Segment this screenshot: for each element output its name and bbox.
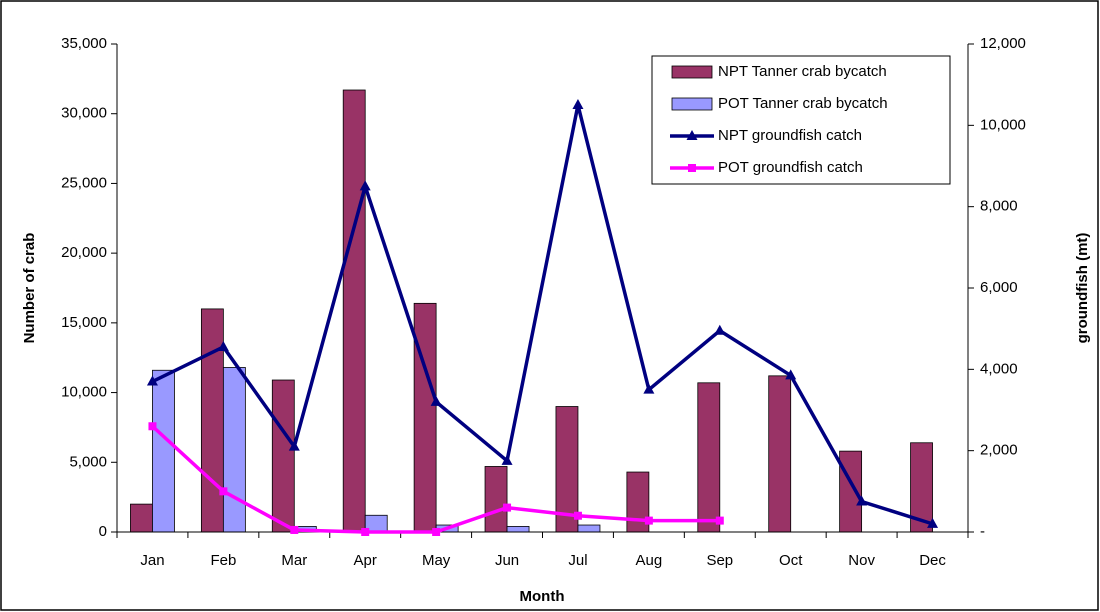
y2-axis-title: groundfish (mt) <box>1074 233 1091 344</box>
line-marker <box>856 495 868 506</box>
line-marker <box>573 511 582 520</box>
legend-marker <box>688 164 696 172</box>
bar <box>271 379 295 533</box>
bar <box>577 524 601 533</box>
y-tick-label: 0 <box>99 523 107 540</box>
line-marker <box>359 180 371 191</box>
x-axis-title: Month <box>520 588 565 605</box>
y2-tick-label: 4,000 <box>980 360 1018 377</box>
line-marker <box>432 528 441 536</box>
bar <box>484 466 508 533</box>
bar <box>839 450 863 533</box>
x-tick-label: Jun <box>495 552 519 569</box>
line-marker <box>219 487 228 496</box>
line <box>151 104 934 526</box>
line-marker <box>217 340 229 351</box>
y-tick-label: 25,000 <box>61 174 107 191</box>
y-tick-label: 15,000 <box>61 314 107 331</box>
y-axis-title: Number of crab <box>21 233 38 344</box>
line-marker <box>503 503 512 512</box>
legend-label: NPT Tanner crab bycatch <box>718 63 887 80</box>
x-tick-label: Nov <box>848 552 875 569</box>
legend-label: POT groundfish catch <box>718 159 863 176</box>
bar <box>768 375 792 533</box>
y-tick-label: 30,000 <box>61 105 107 122</box>
line-marker <box>146 375 158 386</box>
y2-tick-label: 10,000 <box>980 116 1026 133</box>
legend-label: POT Tanner crab bycatch <box>718 95 888 112</box>
bar <box>697 382 721 533</box>
x-tick-label: Mar <box>281 552 307 569</box>
line-marker <box>288 440 300 451</box>
y-tick-label: 20,000 <box>61 244 107 261</box>
line-marker <box>715 516 724 525</box>
line-marker <box>785 369 797 380</box>
line-marker <box>927 517 939 528</box>
line-marker <box>714 324 726 335</box>
x-tick-label: Jul <box>568 552 587 569</box>
y2-tick-label: 2,000 <box>980 442 1018 459</box>
x-tick-label: May <box>422 552 451 569</box>
y-tick-label: 35,000 <box>61 35 107 52</box>
legend-swatch <box>671 97 713 111</box>
line-marker <box>290 525 299 534</box>
y-tick-label: 5,000 <box>69 453 107 470</box>
legend-marker <box>686 130 698 140</box>
y2-tick-label: 6,000 <box>980 279 1018 296</box>
bar <box>152 369 175 533</box>
y2-tick-label: 8,000 <box>980 198 1018 215</box>
line-marker <box>501 454 513 465</box>
x-tick-label: Feb <box>210 552 236 569</box>
x-tick-label: Apr <box>354 552 377 569</box>
y2-tick-label: - <box>980 523 985 540</box>
x-tick-label: Sep <box>706 552 733 569</box>
y-tick-label: 10,000 <box>61 384 107 401</box>
x-tick-label: Dec <box>919 552 946 569</box>
legend-label: NPT groundfish catch <box>718 127 862 144</box>
line-marker <box>572 99 584 109</box>
y2-tick-label: 12,000 <box>980 35 1026 52</box>
line-marker <box>361 528 370 536</box>
x-tick-label: Jan <box>140 552 164 569</box>
bar <box>413 302 437 533</box>
bar <box>200 308 224 533</box>
line-marker <box>430 395 442 406</box>
line-marker <box>644 516 653 525</box>
bar <box>222 367 246 533</box>
bar <box>130 503 153 533</box>
line-marker <box>643 383 655 394</box>
bar <box>342 89 366 533</box>
x-tick-label: Oct <box>779 552 803 569</box>
bar <box>506 526 530 533</box>
x-tick-label: Aug <box>636 552 663 569</box>
line-marker <box>148 422 157 431</box>
legend-swatch <box>671 65 713 79</box>
